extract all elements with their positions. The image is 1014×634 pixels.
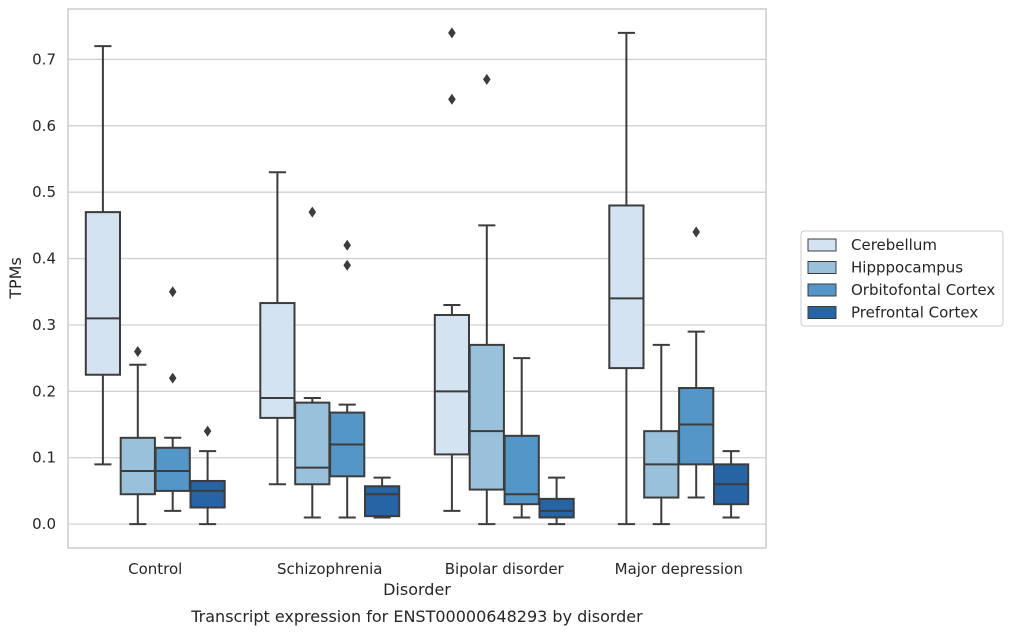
chart-caption: Transcript expression for ENST0000064829… — [190, 607, 643, 626]
box-cerebellum — [608, 31, 645, 526]
outlier-marker — [448, 93, 456, 105]
outlier-marker — [203, 425, 212, 437]
y-tick-label: 0.4 — [32, 250, 56, 268]
legend-label: Hipppocampus — [851, 259, 963, 277]
iqr-box — [608, 204, 645, 370]
outlier-marker — [483, 73, 491, 85]
y-axis-ticks: 0.0 0.1 0.2 0.3 0.4 0.5 0.6 0.7 — [32, 50, 56, 533]
iqr-box — [189, 479, 226, 509]
outlier-marker — [343, 259, 351, 271]
legend-label: Prefrontal Cortex — [851, 304, 978, 322]
x-tick-label: Bipolar disorder — [445, 560, 565, 578]
iqr-box — [538, 497, 575, 519]
outlier-marker — [308, 206, 317, 218]
box-hipppocampus — [294, 206, 331, 519]
iqr-box — [84, 211, 122, 376]
iqr-box — [468, 343, 505, 491]
x-tick-label: Schizophrenia — [277, 560, 382, 578]
outlier-marker — [343, 239, 351, 251]
y-tick-label: 0.7 — [32, 50, 56, 68]
box-prefrontal-cortex — [363, 476, 401, 519]
y-tick-label: 0.5 — [32, 183, 56, 201]
box-hipppocampus — [119, 346, 156, 526]
box-prefrontal-cortex — [189, 425, 226, 526]
x-axis-ticks: Control Schizophrenia Bipolar disorder Majo… — [128, 560, 743, 578]
y-tick-label: 0.1 — [32, 449, 56, 467]
box-cerebellum — [259, 171, 296, 486]
outlier-marker — [168, 372, 177, 384]
iqr-box — [154, 446, 191, 492]
legend-swatch — [807, 238, 837, 252]
iqr-box — [678, 387, 715, 466]
y-axis-title: TPMs — [6, 257, 25, 300]
iqr-box — [259, 302, 296, 419]
outlier-marker — [168, 286, 177, 298]
legend-label: Orbitofontal Cortex — [851, 281, 995, 299]
box-orbitofontal-cortex — [329, 239, 366, 519]
legend: Cerebellum Hipppocampus Orbitofontal Corte… — [800, 230, 1004, 327]
y-tick-label: 0.3 — [32, 316, 56, 334]
outlier-marker — [692, 226, 700, 238]
legend-swatch — [807, 306, 837, 319]
box-plot-area — [84, 27, 750, 526]
box-hipppocampus — [643, 343, 680, 526]
y-tick-label: 0.2 — [32, 382, 56, 400]
x-axis-title: Disorder — [383, 580, 451, 599]
box-prefrontal-cortex — [538, 476, 575, 526]
outlier-marker — [134, 346, 142, 358]
box-hipppocampus — [468, 73, 505, 526]
box-cerebellum — [84, 45, 122, 466]
box-orbitofontal-cortex — [678, 226, 715, 499]
legend-swatch — [807, 283, 837, 297]
x-tick-label: Control — [128, 560, 182, 578]
plot-frame — [67, 8, 767, 549]
iqr-box — [433, 314, 471, 456]
box-orbitofontal-cortex — [503, 357, 540, 519]
iqr-box — [294, 401, 331, 486]
iqr-box — [503, 434, 540, 506]
iqr-box — [363, 485, 401, 518]
iqr-box — [119, 436, 156, 496]
y-tick-label: 0.0 — [32, 515, 56, 533]
legend-label: Cerebellum — [851, 236, 937, 254]
box-cerebellum — [433, 27, 471, 512]
legend-box — [800, 230, 1004, 327]
legend-swatch — [807, 261, 837, 274]
box-prefrontal-cortex — [712, 450, 750, 519]
outlier-marker — [448, 27, 456, 39]
box-orbitofontal-cortex — [154, 286, 191, 512]
x-tick-label: Major depression — [615, 560, 743, 578]
y-tick-label: 0.6 — [32, 117, 56, 135]
